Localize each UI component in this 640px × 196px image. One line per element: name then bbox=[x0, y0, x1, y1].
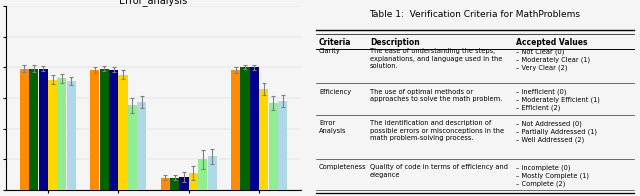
Bar bbox=[109, 70, 118, 190]
Text: Error
Analysis: Error Analysis bbox=[319, 120, 346, 134]
Bar bbox=[269, 103, 278, 190]
Text: Quality of code in terms of efficiency and
elegance: Quality of code in terms of efficiency a… bbox=[370, 164, 508, 178]
Bar bbox=[241, 67, 250, 190]
Bar bbox=[259, 89, 268, 190]
Bar bbox=[207, 156, 217, 190]
Text: – Inefficient (0)
– Moderately Efficient (1)
– Efficient (2): – Inefficient (0) – Moderately Efficient… bbox=[516, 89, 600, 111]
Text: Completeness: Completeness bbox=[319, 164, 367, 170]
Text: Description: Description bbox=[370, 38, 420, 47]
Text: Clarity: Clarity bbox=[319, 48, 341, 54]
Text: The ease of understanding the steps,
explanations, and language used in the
solu: The ease of understanding the steps, exp… bbox=[370, 48, 502, 69]
Bar bbox=[179, 177, 189, 190]
Bar bbox=[58, 78, 67, 190]
Bar bbox=[48, 80, 57, 190]
Bar bbox=[20, 69, 29, 190]
Bar bbox=[198, 159, 207, 190]
Bar bbox=[137, 102, 147, 190]
Bar bbox=[29, 69, 38, 190]
Bar bbox=[231, 70, 240, 190]
Text: The identification and description of
possible errors or misconceptions in the
m: The identification and description of po… bbox=[370, 120, 504, 141]
Bar bbox=[250, 67, 259, 190]
Bar bbox=[100, 69, 109, 190]
Bar bbox=[170, 178, 179, 190]
Bar bbox=[161, 178, 170, 190]
Bar bbox=[189, 173, 198, 190]
Text: Efficiency: Efficiency bbox=[319, 89, 351, 95]
Text: – Incomplete (0)
– Mostly Complete (1)
– Complete (2): – Incomplete (0) – Mostly Complete (1) –… bbox=[516, 164, 589, 187]
Bar bbox=[128, 105, 137, 190]
Bar bbox=[67, 81, 76, 190]
Bar bbox=[90, 70, 99, 190]
Text: The use of optimal methods or
approaches to solve the math problem.: The use of optimal methods or approaches… bbox=[370, 89, 502, 102]
Text: Criteria: Criteria bbox=[319, 38, 351, 47]
Title: Error_analysis: Error_analysis bbox=[120, 0, 188, 6]
Text: – Not Clear (0)
– Moderately Clear (1)
– Very Clear (2): – Not Clear (0) – Moderately Clear (1) –… bbox=[516, 48, 590, 71]
Text: – Not Addressed (0)
– Partially Addressed (1)
– Well Addressed (2): – Not Addressed (0) – Partially Addresse… bbox=[516, 120, 597, 143]
Text: Accepted Values: Accepted Values bbox=[516, 38, 588, 47]
Text: Table 1:  Verification Criteria for MathProblems: Table 1: Verification Criteria for MathP… bbox=[369, 10, 580, 19]
Bar bbox=[278, 101, 287, 190]
Bar bbox=[38, 69, 48, 190]
Bar bbox=[118, 75, 127, 190]
